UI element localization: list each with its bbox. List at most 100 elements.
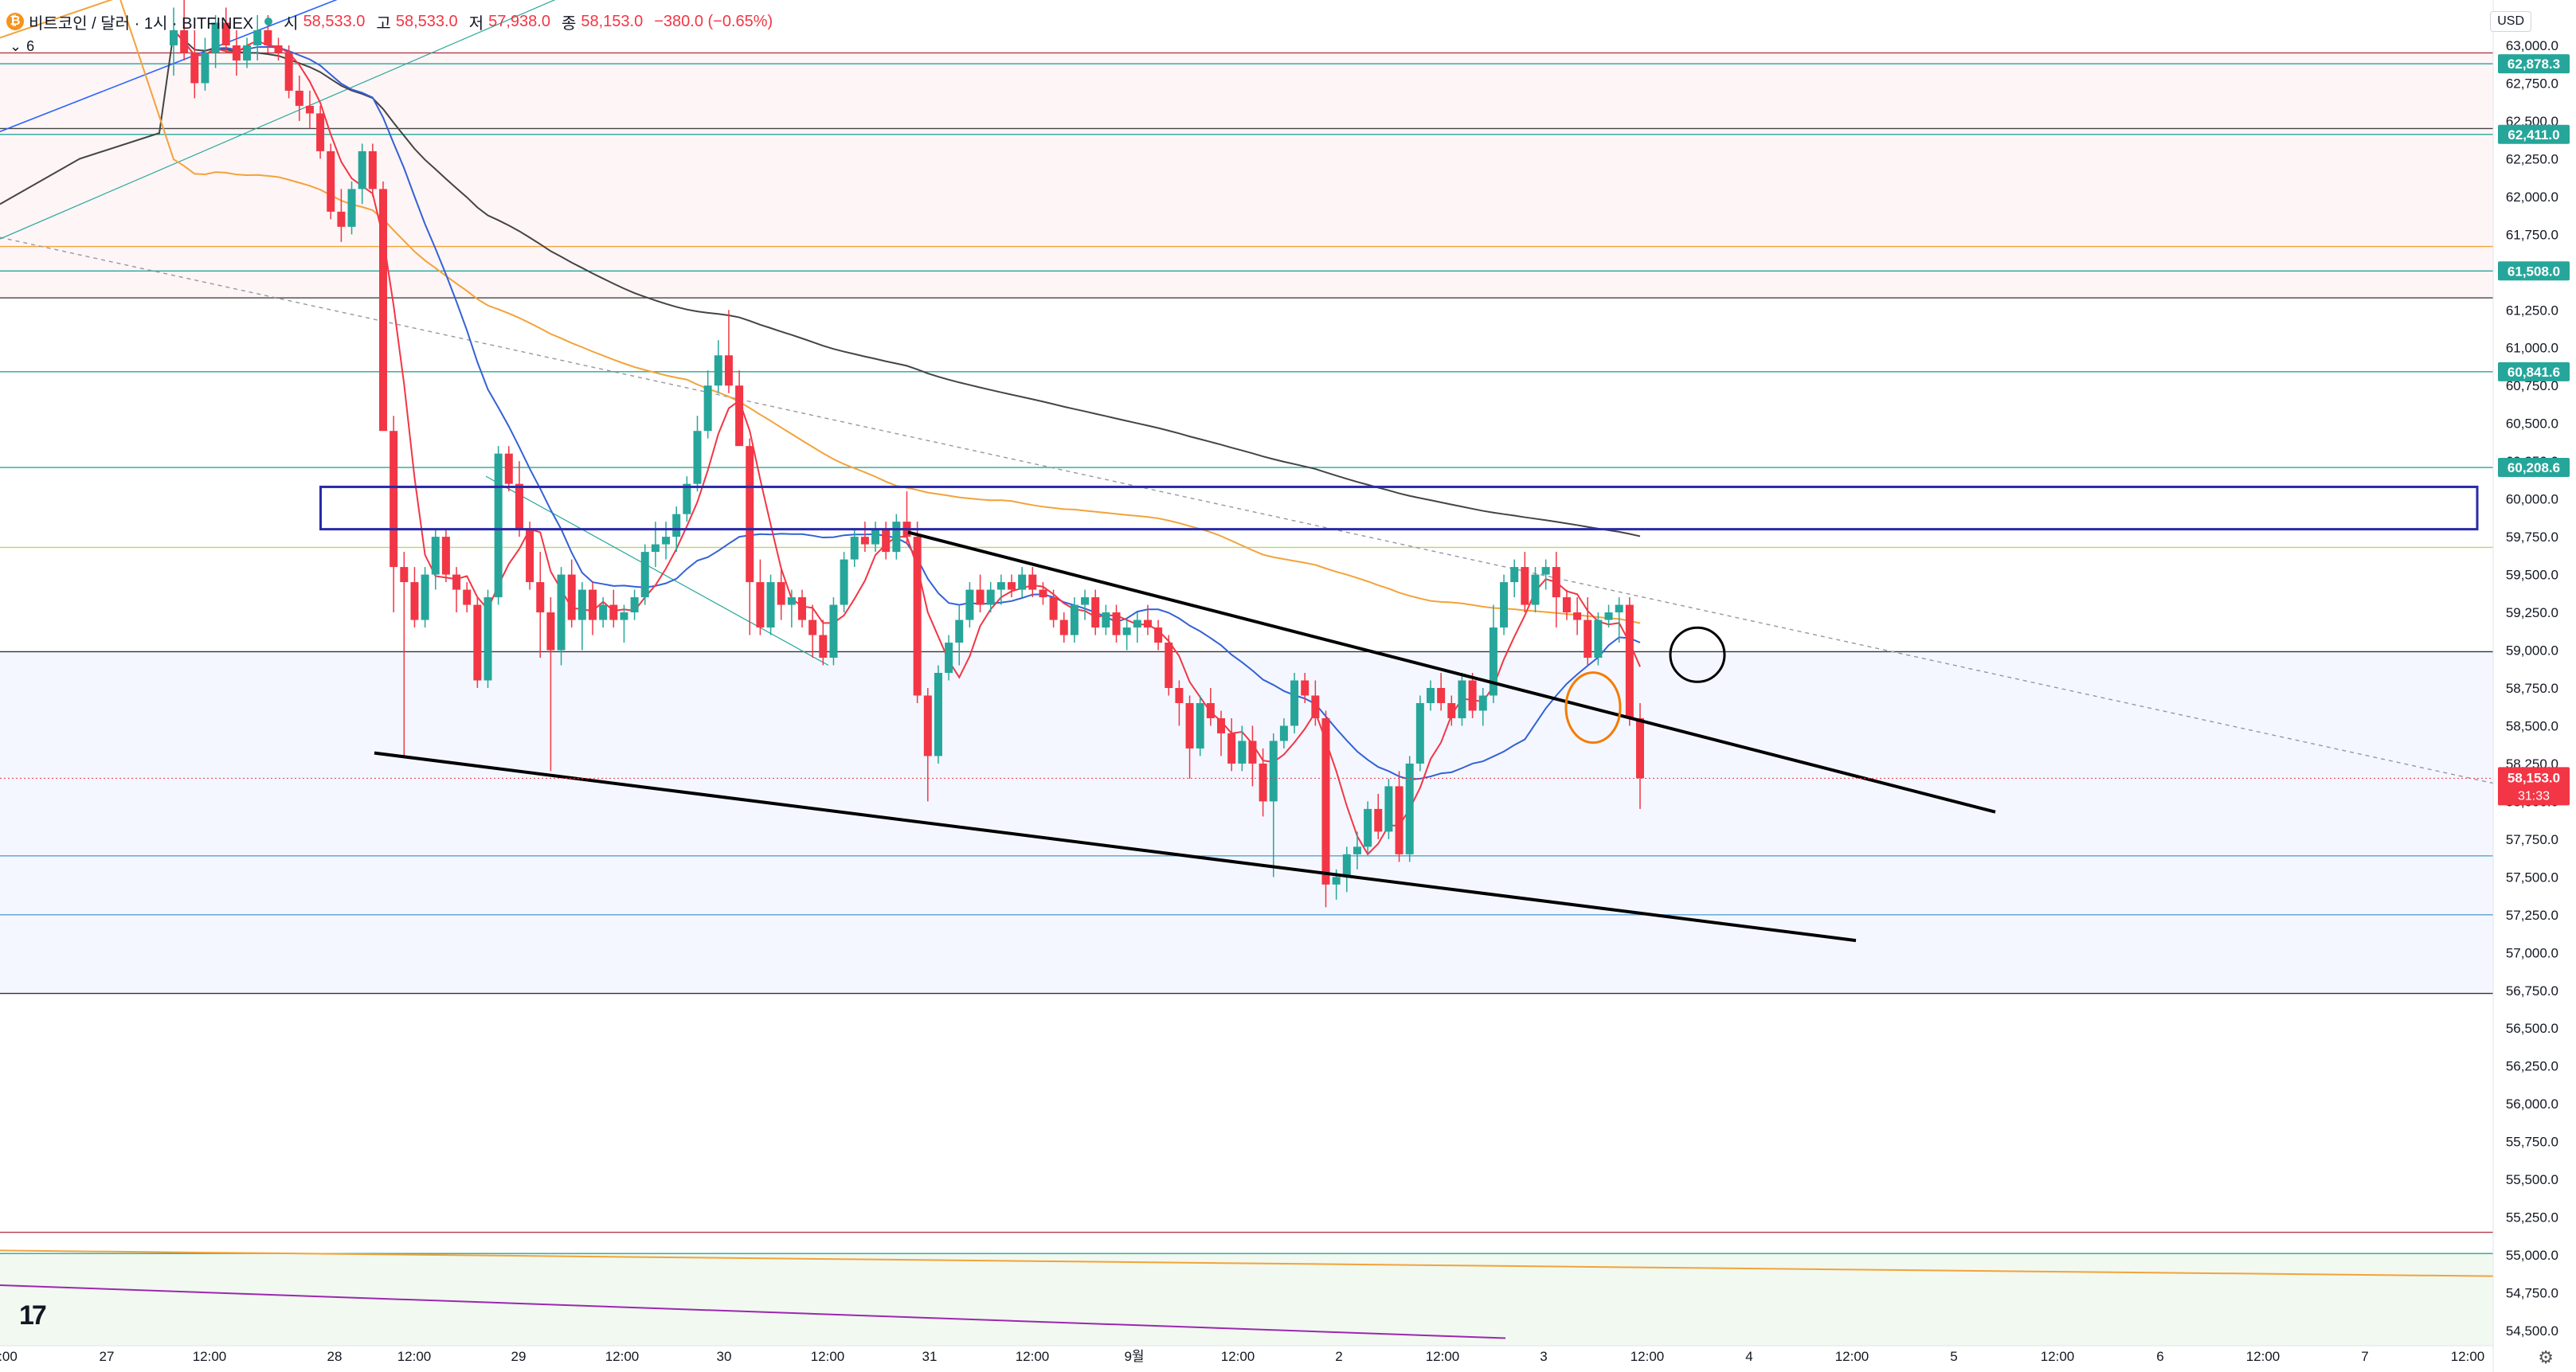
candle-body	[1165, 643, 1173, 688]
candle-body	[1405, 763, 1414, 854]
y-tick-label: 55,750.0	[2506, 1135, 2558, 1150]
candle-body	[1217, 717, 1225, 733]
candle-body	[1070, 604, 1079, 635]
candle-body	[766, 582, 775, 628]
candle-body	[1311, 695, 1320, 718]
candle-body	[1259, 763, 1267, 802]
candle-body	[1625, 604, 1634, 718]
candle-body	[1364, 808, 1372, 847]
candle-body	[1584, 620, 1592, 659]
candle-body	[284, 53, 293, 91]
low-value: 57,938.0	[488, 12, 550, 30]
x-tick-label: 6	[2156, 1349, 2163, 1364]
candle-body	[860, 537, 869, 545]
low-label: 저	[468, 14, 484, 33]
candle-body	[724, 355, 733, 386]
market-status-dot	[264, 18, 273, 25]
symbol-header: ₿ 비트코인 / 달러 · 1시 · BITFINEX 시 58,533.0 고…	[6, 8, 779, 35]
candle-body	[693, 431, 702, 484]
currency-button[interactable]: USD	[2490, 11, 2531, 32]
candle-body	[672, 514, 681, 537]
channel-line	[0, 0, 338, 132]
resistance-zone	[0, 53, 2493, 299]
candle-body	[327, 150, 335, 212]
candle-body	[955, 620, 964, 643]
candle-body	[976, 589, 985, 605]
price-label-badge	[2498, 261, 2570, 281]
candle-body	[1500, 582, 1509, 628]
gear-icon[interactable]: ⚙	[2538, 1347, 2554, 1367]
x-tick-label: 12:00	[1631, 1349, 1665, 1364]
bottom-purple-line	[0, 1284, 1506, 1339]
y-tick-label: 55,500.0	[2506, 1172, 2558, 1187]
candle-body	[1227, 733, 1236, 764]
orange-circle-marker	[1564, 671, 1622, 745]
x-tick-label: 12:00	[1835, 1349, 1869, 1364]
candle-body	[640, 552, 649, 598]
y-tick-label: 54,500.0	[2506, 1323, 2558, 1339]
candle-body	[1427, 687, 1435, 703]
bottom-zone	[0, 1253, 2493, 1346]
candle-body	[1018, 574, 1027, 590]
y-tick-label: 59,500.0	[2506, 568, 2558, 583]
y-tick-label: 60,500.0	[2506, 416, 2558, 432]
high-label: 고	[376, 14, 391, 33]
price-label-badge	[2498, 362, 2570, 381]
candle-body	[1269, 741, 1278, 802]
symbol-text[interactable]: 비트코인 / 달러 · 1시 · BITFINEX	[29, 14, 254, 33]
x-tick-label: 2	[1335, 1349, 1342, 1364]
candle-body	[295, 90, 303, 106]
y-tick-label: 56,500.0	[2506, 1021, 2558, 1036]
candle-body	[808, 620, 817, 635]
black-circle-marker	[1669, 626, 1726, 683]
candle-body	[567, 574, 576, 620]
x-tick-label: 5	[1950, 1349, 1957, 1364]
lower-trendline	[374, 751, 1857, 943]
candle-body	[651, 544, 660, 553]
price-label-text: 61,508.0	[2507, 264, 2560, 279]
candle-body	[483, 597, 492, 681]
tradingview-logo[interactable]: 17	[19, 1300, 47, 1331]
indicator-toggle[interactable]: ⌄ 6	[10, 38, 34, 55]
candle-body	[1039, 589, 1047, 598]
candle-body	[1279, 725, 1288, 741]
candle-body	[1321, 717, 1330, 885]
candle-body	[347, 189, 356, 227]
indicator-count: 6	[26, 38, 35, 54]
candle-body	[913, 537, 922, 696]
candle-body	[1238, 741, 1247, 764]
candle-body	[923, 695, 932, 756]
y-tick-label: 57,250.0	[2506, 908, 2558, 923]
candle-body	[756, 582, 765, 628]
x-tick-label: 7	[2361, 1349, 2368, 1364]
x-tick-label: 4	[1745, 1349, 1752, 1364]
chevron-down-icon[interactable]: ⌄	[10, 38, 22, 54]
candle-body	[358, 150, 366, 190]
high-value: 58,533.0	[395, 12, 458, 30]
candle-body	[735, 385, 744, 447]
candle-body	[1059, 620, 1068, 635]
candle-body	[882, 529, 891, 553]
candle-body	[1478, 695, 1487, 711]
candle-body	[1541, 567, 1550, 575]
support-zone	[0, 651, 2493, 994]
candle-body	[1521, 567, 1529, 605]
y-tick-label: 54,750.0	[2506, 1286, 2558, 1301]
y-tick-label: 58,750.0	[2506, 681, 2558, 696]
candle-body	[1028, 574, 1037, 590]
y-tick-label: 56,000.0	[2506, 1096, 2558, 1112]
y-tick-label: 63,000.0	[2506, 38, 2558, 53]
candle-body	[1196, 702, 1204, 749]
x-tick-label: :00	[0, 1349, 18, 1364]
candle-body	[1185, 702, 1194, 749]
candle-body	[599, 604, 608, 620]
candle-body	[473, 604, 482, 681]
y-tick-label: 62,750.0	[2506, 76, 2558, 91]
price-label-text: 62,411.0	[2507, 127, 2559, 143]
candle-body	[504, 453, 513, 484]
x-tick-label: 12:00	[811, 1349, 845, 1364]
candle-body	[211, 22, 220, 53]
upper-trendline	[907, 530, 1996, 814]
last-price-badge	[2498, 767, 2570, 806]
